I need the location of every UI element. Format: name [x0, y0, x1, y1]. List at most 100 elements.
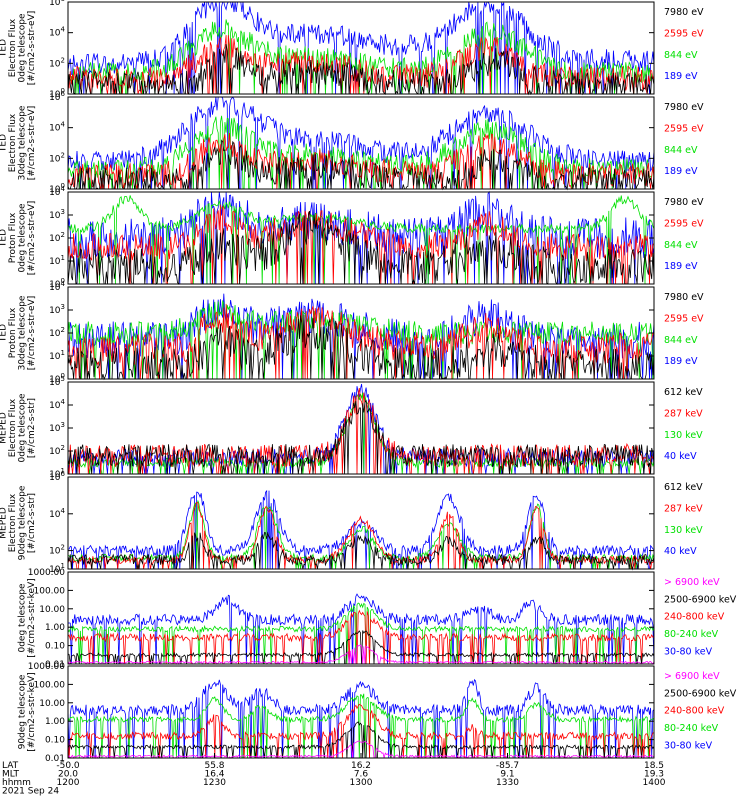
series-line-2595-ev [67, 303, 655, 380]
y-tick-label: 0.01 [45, 660, 65, 670]
y-tick-label: 106 [49, 0, 65, 8]
legend-entry: 240-800 keV [664, 612, 725, 623]
y-tick-label: 101 [49, 254, 65, 267]
series-line--6900-kev [67, 644, 655, 666]
y-tick-label: 0.10 [45, 736, 65, 746]
y-axis-label: [#/cm2-s-str] [27, 398, 37, 458]
series-line--6900-kev [67, 740, 655, 759]
panel-frame [67, 571, 655, 665]
series-line-844-ev [67, 299, 655, 380]
legend-entry: > 6900 keV [664, 671, 720, 682]
series-line-240-800-kev [67, 703, 655, 759]
y-axis-label: 30deg telescope [18, 105, 28, 180]
y-axis-label: TED [0, 134, 9, 153]
legend-entry: 844 eV [664, 240, 698, 251]
y-tick-label: 102 [49, 231, 65, 244]
legend-entry: 80-240 keV [664, 629, 719, 640]
series-line-2500-6900-kev [67, 630, 655, 665]
y-axis-label: [#/cm2-s-str-eV] [27, 296, 37, 371]
series-line-2595-ev [67, 204, 655, 285]
y-axis-label: Proton Flux [8, 307, 18, 358]
legend-entry: 30-80 keV [664, 740, 713, 751]
legend-entry: 612 keV [664, 387, 703, 398]
legend-entry: 844 eV [664, 50, 698, 61]
series-line-7980-ev [67, 314, 655, 381]
y-tick-label: 102 [49, 544, 65, 557]
legend-entry: 189 eV [664, 261, 698, 272]
legend-entry: 287 keV [664, 503, 703, 514]
legend-entry: 40 keV [664, 546, 697, 557]
x-tick-label: 9.1 [500, 770, 514, 780]
series-line-7980-ev [67, 210, 655, 286]
legend-entry: 40 keV [664, 451, 697, 462]
series-line-240-800-kev [67, 609, 655, 665]
y-tick-label: 103 [49, 208, 65, 221]
x-tick-label: 55.8 [204, 761, 224, 771]
y-axis-label: Electron Flux [8, 18, 18, 77]
legend-entry: 2595 eV [664, 123, 704, 134]
y-tick-label: 0.01 [45, 754, 65, 764]
y-axis-label: 90deg telescope [18, 485, 28, 560]
date-label: 2021 Sep 24 [2, 787, 59, 797]
y-tick-label: 102 [49, 151, 65, 164]
y-tick-label: 100.00 [34, 680, 66, 690]
y-tick-label: 10.00 [39, 699, 65, 709]
legend-entry: 2595 eV [664, 28, 704, 39]
legend-entry: 287 keV [664, 408, 703, 419]
x-tick-label: 1330 [496, 778, 519, 788]
y-axis-label: Electron Flux [8, 113, 18, 172]
y-tick-label: 0.10 [45, 642, 65, 652]
y-tick-label: 104 [49, 507, 65, 520]
series-line-612-kev [67, 399, 655, 475]
legend-entry: 240-800 keV [664, 706, 725, 717]
y-axis-label: Electron Flux [8, 493, 18, 552]
y-axis-label: [#/cm2-s-str-eV] [27, 201, 37, 276]
y-axis-label: [#/cm2-s-str-eV] [27, 106, 37, 181]
legend-entry: 2500-6900 keV [664, 594, 737, 605]
x-tick-label: -85.7 [496, 761, 519, 771]
legend-entry: 189 eV [664, 71, 698, 82]
y-tick-label: 104 [49, 398, 65, 411]
series-line-189-ev [67, 1, 655, 95]
legend-entry: 2500-6900 keV [664, 688, 737, 699]
series-line-189-ev [67, 96, 655, 190]
y-axis-label: Proton Flux [8, 212, 18, 263]
series-line-2500-6900-kev [67, 721, 655, 759]
x-row-label: hhmm [2, 778, 31, 788]
y-axis-label: 0deg telescope [18, 13, 28, 83]
legend-entry: 612 keV [664, 482, 703, 493]
y-axis-label: 30deg telescope [18, 295, 28, 370]
x-tick-label: 1230 [203, 778, 226, 788]
series-line-80-240-kev [67, 602, 655, 665]
y-tick-label: 1.00 [45, 623, 65, 633]
x-tick-label: 1200 [57, 778, 80, 788]
series-line-40-kev [67, 489, 655, 570]
legend-entry: 2595 eV [664, 313, 704, 324]
legend-entry: 80-240 keV [664, 723, 719, 734]
y-tick-label: 1.00 [45, 717, 65, 727]
x-row-label: MLT [2, 770, 20, 780]
legend-entry: 7980 eV [664, 7, 704, 18]
y-tick-label: 1000.00 [28, 662, 65, 672]
legend-entry: > 6900 keV [664, 577, 720, 588]
panel-frame [67, 665, 655, 759]
y-tick-label: 1000.00 [28, 568, 65, 578]
legend-entry: 189 eV [664, 356, 698, 367]
y-tick-label: 100.00 [34, 586, 66, 596]
y-tick-label: 103 [49, 303, 65, 316]
y-axis-label: TED [0, 39, 9, 58]
legend-entry: 844 eV [664, 145, 698, 156]
y-axis-label: TED [0, 229, 9, 248]
y-tick-label: 102 [49, 56, 65, 69]
x-tick-label: 16.4 [204, 770, 224, 780]
x-tick-label: 19.3 [644, 770, 664, 780]
panel-frame [67, 476, 655, 570]
series-line-130-kev [67, 392, 655, 475]
